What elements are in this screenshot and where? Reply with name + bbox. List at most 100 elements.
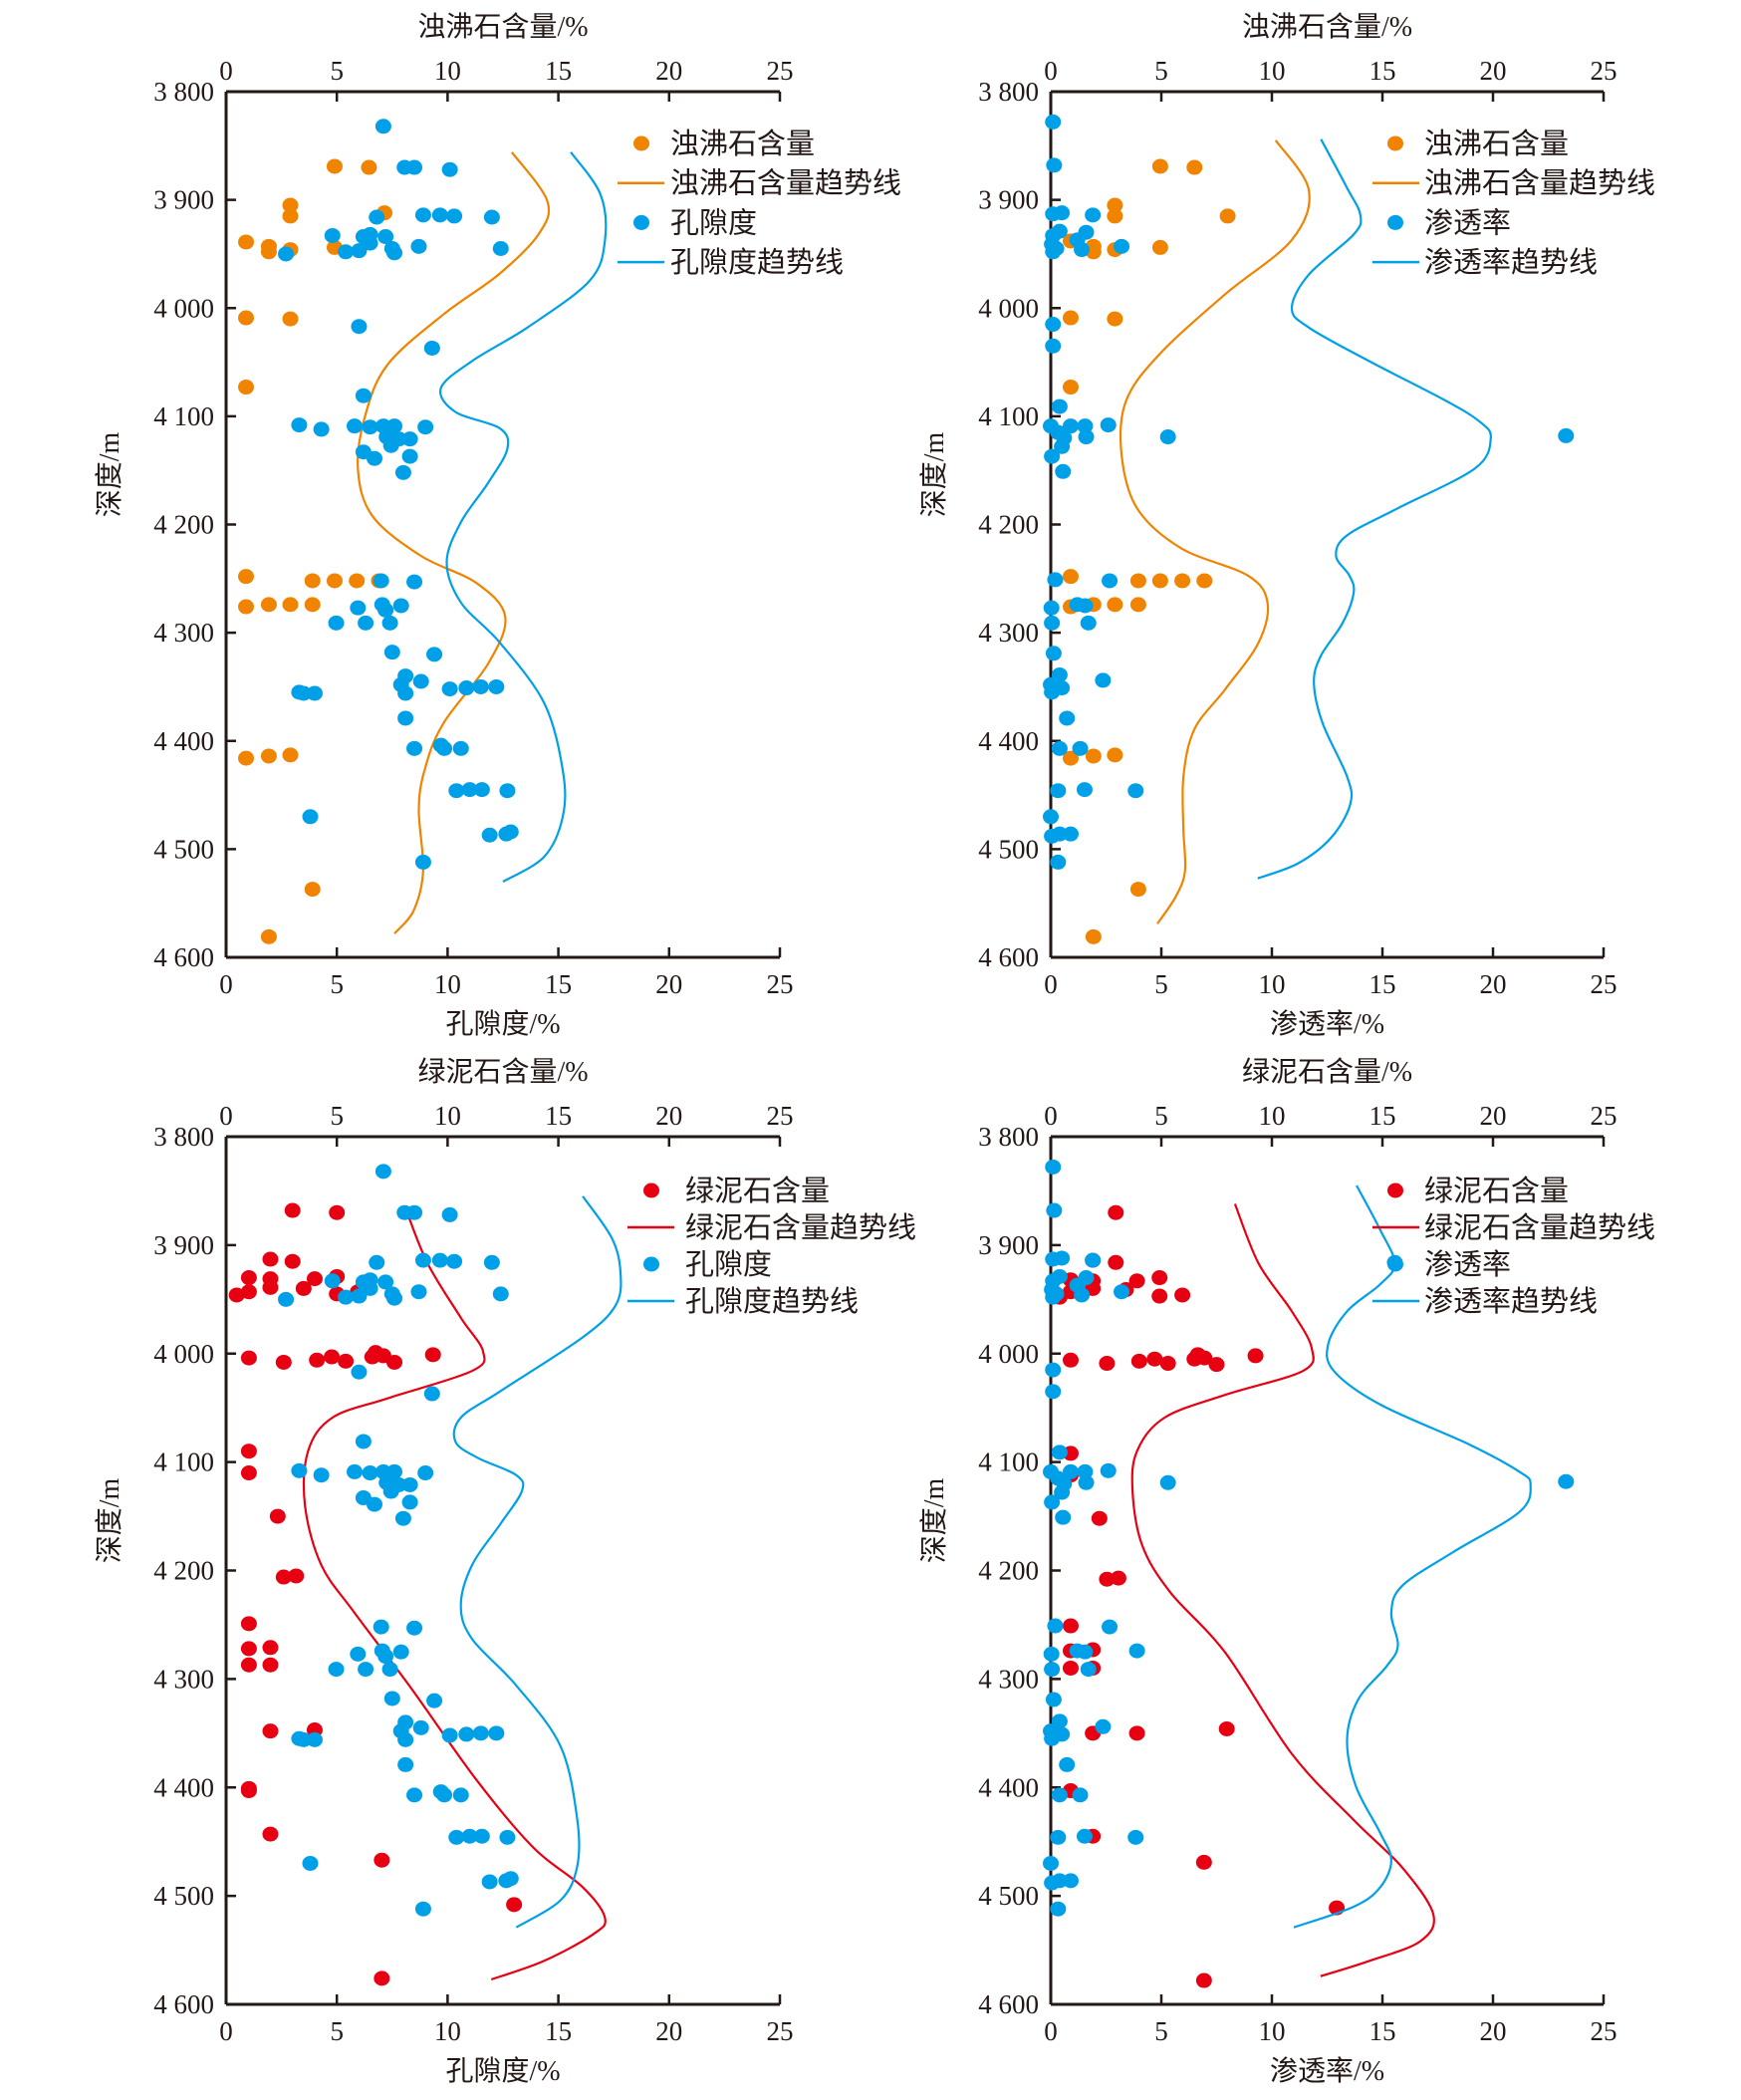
bottom-x-tick-label: 0: [1044, 969, 1058, 999]
data-point: [406, 574, 423, 590]
data-point: [1218, 1720, 1235, 1736]
bottom-x-axis-title: 渗透率/%: [1270, 2055, 1384, 2087]
data-point: [282, 747, 299, 763]
top-x-tick-label: 15: [545, 56, 572, 86]
data-point: [441, 681, 458, 697]
data-point: [401, 1476, 418, 1492]
data-point: [1044, 1875, 1061, 1891]
data-point: [306, 1731, 323, 1747]
data-point: [1051, 398, 1068, 414]
data-point: [260, 597, 277, 613]
data-point: [1062, 569, 1079, 585]
data-point: [324, 1273, 341, 1289]
data-point: [1072, 740, 1089, 756]
data-point: [1128, 1643, 1145, 1659]
panel-zeolite-vs-porosity: 0 0 5 5 10 10 15 15 20 20 25 25 3 800 3 900 4 000 4 100…: [94, 11, 901, 1040]
data-point: [329, 1204, 346, 1220]
y-tick-label: 4 300: [153, 1664, 214, 1694]
legend-dot-swatch: [1387, 214, 1403, 230]
data-point: [1054, 438, 1071, 454]
data-point: [1076, 782, 1093, 798]
data-point: [291, 1462, 308, 1478]
legend-dot-swatch: [643, 1256, 659, 1272]
data-point: [1219, 208, 1236, 224]
data-point: [377, 229, 394, 245]
scatter-series-2: [1043, 1159, 1575, 1917]
data-point: [351, 243, 368, 259]
data-point: [1062, 1463, 1079, 1479]
y-tick-label: 4 300: [978, 618, 1039, 648]
data-point: [1044, 1730, 1061, 1746]
data-point: [1045, 1384, 1062, 1400]
bottom-x-tick-label: 15: [545, 969, 572, 999]
data-point: [374, 119, 391, 134]
data-point: [1129, 597, 1146, 613]
data-point: [1062, 418, 1079, 434]
data-point: [1043, 1646, 1060, 1662]
data-point: [1130, 1353, 1147, 1369]
data-point: [436, 740, 453, 756]
data-point: [483, 209, 500, 225]
bottom-x-tick-label: 25: [767, 2016, 794, 2046]
data-point: [1062, 380, 1079, 395]
legend-label: 渗透率: [1424, 206, 1511, 239]
y-tick-label: 4 600: [153, 942, 214, 972]
data-point: [1151, 239, 1168, 255]
trend-line: [1130, 1203, 1435, 1977]
data-point: [1107, 208, 1123, 224]
top-x-tick-label: 0: [1044, 1101, 1058, 1131]
top-x-tick-label: 10: [1259, 56, 1286, 86]
data-point: [473, 782, 490, 798]
bottom-x-tick-label: 25: [1591, 969, 1617, 999]
data-point: [304, 573, 321, 589]
top-x-tick-label: 25: [767, 1101, 794, 1131]
data-point: [362, 1280, 378, 1296]
data-point: [262, 1723, 279, 1739]
data-point: [1062, 1873, 1079, 1889]
top-x-tick-label: 5: [330, 56, 344, 86]
data-point: [417, 1465, 434, 1481]
y-tick-label: 4 300: [153, 618, 214, 648]
data-point: [1045, 1692, 1062, 1707]
legend-label: 浊沸石含量趋势线: [670, 167, 901, 200]
top-x-tick-label: 15: [1369, 56, 1396, 86]
data-point: [288, 1568, 305, 1584]
y-tick-label: 4 200: [978, 1556, 1039, 1586]
data-point: [502, 1871, 519, 1887]
data-point: [324, 1349, 341, 1365]
data-point: [1043, 809, 1059, 825]
data-point: [1072, 1787, 1089, 1803]
data-point: [1196, 573, 1213, 589]
data-point: [423, 1386, 440, 1402]
bottom-x-tick-label: 5: [1154, 2016, 1168, 2046]
data-point: [1054, 1250, 1071, 1266]
legend-label: 浊沸石含量: [670, 128, 815, 160]
data-point: [431, 1252, 448, 1268]
bottom-x-tick-label: 10: [1259, 2016, 1286, 2046]
data-point: [324, 227, 341, 243]
data-point: [377, 1649, 394, 1665]
data-point: [1050, 783, 1067, 799]
data-point: [441, 1727, 458, 1743]
legend-dot-swatch: [643, 1182, 659, 1198]
data-point: [373, 1970, 390, 1986]
data-point: [240, 1350, 257, 1366]
data-point: [412, 1719, 429, 1735]
data-point: [406, 740, 423, 756]
data-point: [1044, 684, 1061, 700]
y-tick-label: 4 500: [978, 1881, 1039, 1911]
data-point: [1045, 338, 1062, 354]
bottom-x-tick-label: 5: [1154, 969, 1168, 999]
legend-dot-swatch: [633, 214, 649, 230]
data-point: [328, 615, 345, 631]
bottom-x-tick-label: 15: [545, 2016, 572, 2046]
data-point: [1114, 1284, 1130, 1300]
data-point: [1045, 1362, 1062, 1378]
top-x-tick-label: 20: [1480, 1101, 1507, 1131]
data-point: [326, 573, 343, 589]
data-point: [1159, 1474, 1176, 1490]
data-point: [350, 600, 367, 616]
top-x-tick-label: 0: [219, 56, 233, 86]
data-point: [262, 1279, 279, 1295]
trend-line: [1293, 1184, 1532, 1929]
